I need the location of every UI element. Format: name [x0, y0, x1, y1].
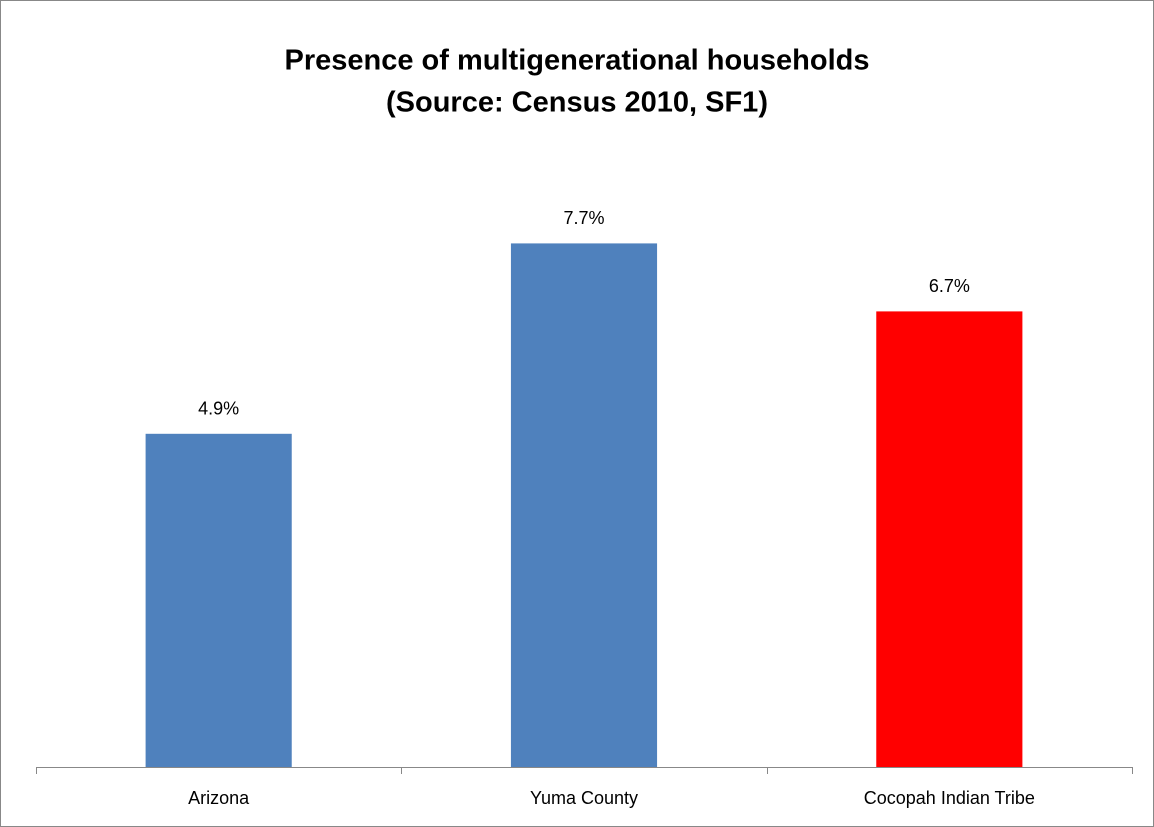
chart-title: Presence of multigenerational households: [285, 45, 870, 77]
x-tick-label: Yuma County: [530, 788, 638, 808]
bar: [510, 243, 658, 767]
x-axis: [36, 767, 1133, 774]
bar: [145, 433, 292, 767]
x-tick-label: Cocopah Indian Tribe: [864, 788, 1035, 808]
bar: [876, 311, 1023, 767]
data-label: 4.9%: [198, 399, 239, 419]
x-tick-label: Arizona: [188, 788, 250, 808]
data-label: 6.7%: [929, 276, 970, 296]
data-label: 7.7%: [563, 208, 604, 228]
chart-subtitle: (Source: Census 2010, SF1): [386, 87, 768, 119]
